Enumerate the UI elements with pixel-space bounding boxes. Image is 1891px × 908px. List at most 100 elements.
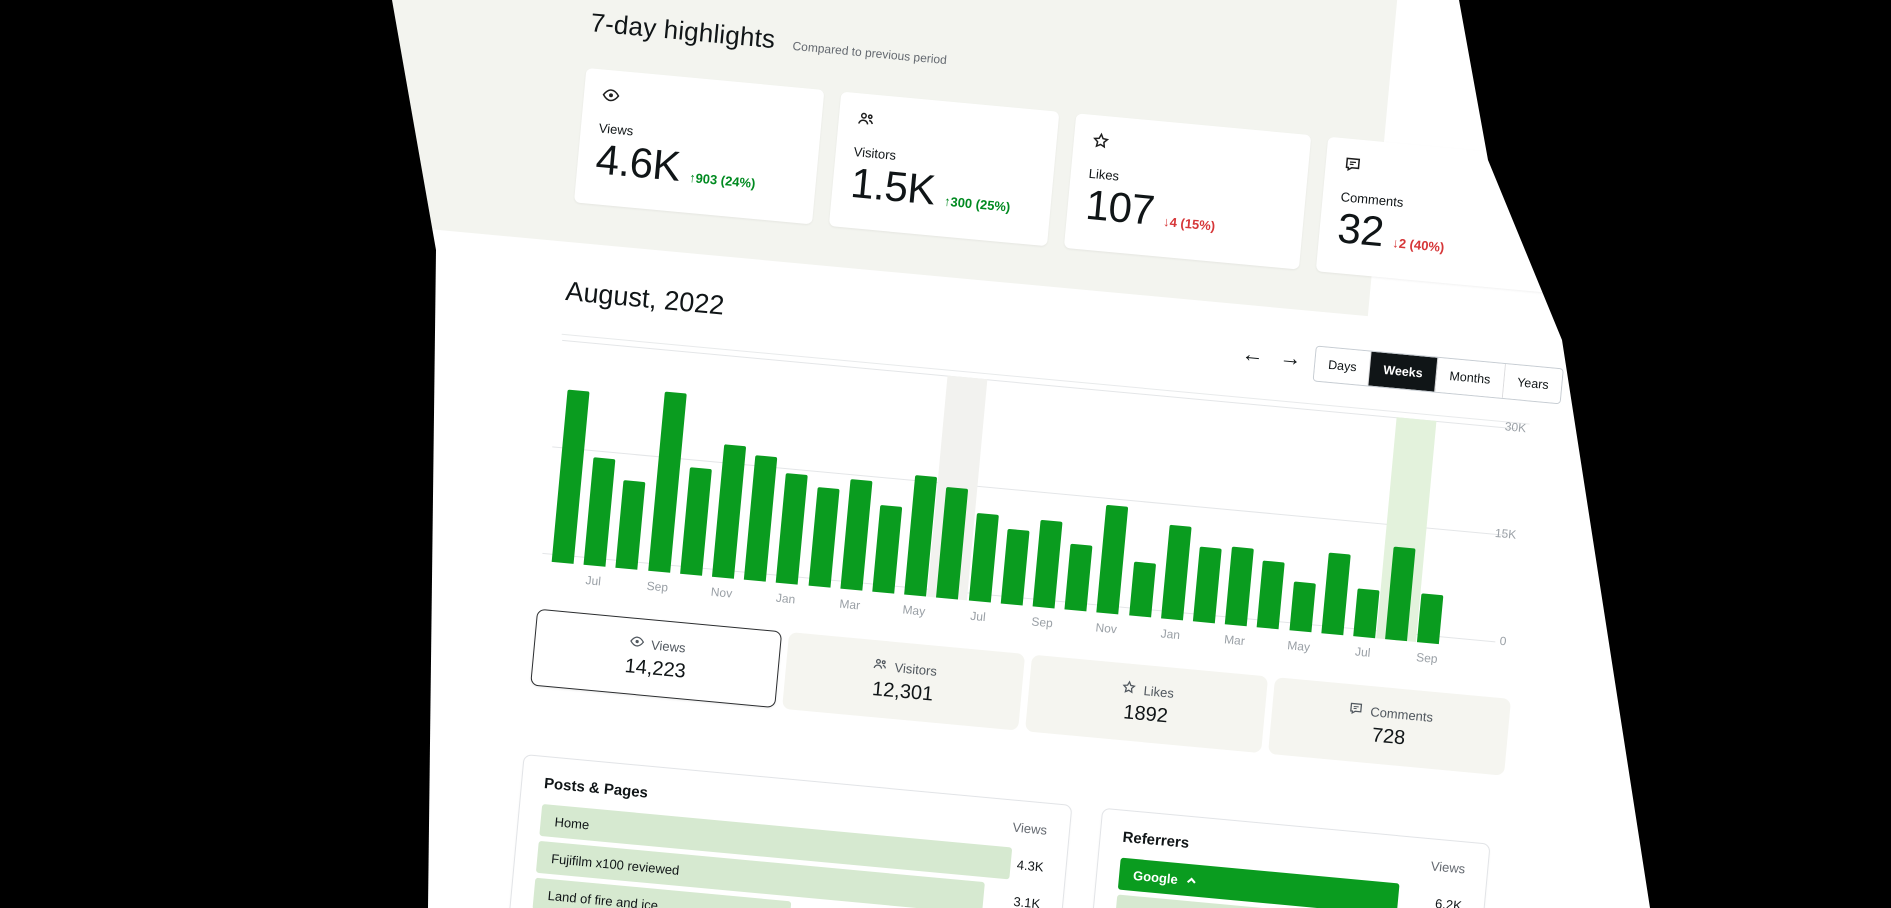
chart-bar[interactable]	[583, 457, 616, 567]
chart-bar[interactable]	[776, 473, 809, 585]
posts-row-views: 4.3K	[1016, 856, 1045, 875]
chart-bar[interactable]	[840, 479, 873, 591]
highlight-card-value: 1.5K	[848, 158, 938, 214]
chart-bar[interactable]	[1257, 560, 1286, 630]
stats-page: 7-day highlights Compared to previous pe…	[206, 0, 1821, 908]
comment-icon	[1348, 700, 1365, 719]
highlight-card-views[interactable]: Views 4.6K ↑903 (24%)	[573, 67, 825, 225]
posts-pages-title: Posts & Pages	[543, 775, 649, 802]
summary-tab-label: Visitors	[894, 659, 938, 679]
chart-y-axis-label: 0	[1499, 633, 1508, 649]
summary-tab-value: 14,223	[623, 655, 687, 683]
summary-tab-label-row: Visitors	[872, 656, 938, 680]
users-icon	[872, 656, 889, 675]
referrer-row-label: Google	[1132, 859, 1198, 897]
summary-tab-label: Views	[650, 636, 687, 656]
views-bar-chart	[542, 340, 1459, 645]
referrers-views-column-header: Views	[1430, 858, 1466, 877]
chart-x-axis-label: Sep	[646, 578, 669, 595]
highlight-card-delta: ↑300 (25%)	[943, 193, 1011, 215]
eye-icon	[628, 633, 645, 652]
chart-x-axis-label: Nov	[710, 584, 733, 601]
posts-row-label: Land of fire and ice	[547, 887, 659, 908]
previous-period-arrow-icon[interactable]: ←	[1240, 340, 1265, 368]
chart-bar[interactable]	[679, 467, 712, 576]
highlight-card-inner: Likes 107 ↓4 (15%)	[1064, 113, 1311, 262]
summary-tab-value: 12,301	[871, 678, 935, 706]
chart-x-axis-label: Mar	[1223, 632, 1246, 649]
chart-x-axis-label: Jul	[969, 608, 987, 625]
posts-row-label: Fujifilm x100 reviewed	[550, 850, 681, 878]
summary-tab-views[interactable]: Views 14,223	[530, 608, 783, 709]
next-period-arrow-icon[interactable]: →	[1278, 344, 1303, 372]
chart-bar[interactable]	[1224, 546, 1255, 627]
summary-tab-comments[interactable]: Comments 728	[1267, 677, 1512, 776]
chart-x-axis-label: Jan	[775, 590, 796, 607]
summary-tab-value: 728	[1370, 724, 1407, 750]
referrer-row-views: 6.2K	[1434, 895, 1463, 908]
highlight-card-value: 4.6K	[593, 135, 683, 190]
referrer-row[interactable]: Google 6.2K	[1117, 857, 1463, 908]
chart-bar[interactable]	[1192, 546, 1222, 624]
eye-icon	[601, 86, 621, 106]
interval-tab-months[interactable]: Months	[1435, 357, 1506, 398]
posts-pages-card: Posts & Pages Views Home 4.3K Fujifilm x10…	[484, 754, 1073, 908]
period-title: August, 2022	[564, 276, 726, 321]
summary-tab-label-row: Likes	[1121, 679, 1175, 702]
chart-bar[interactable]	[1096, 504, 1129, 615]
chart-x-axis-label: Sep	[1415, 650, 1439, 667]
highlight-card-comments[interactable]: Comments 32 ↓2 (40%)	[1315, 136, 1561, 293]
summary-tab-label-row: Comments	[1348, 700, 1434, 726]
chart-bar[interactable]	[1000, 528, 1030, 606]
posts-row-label: Home	[554, 813, 590, 832]
summary-tab-likes[interactable]: Likes 1892	[1025, 654, 1269, 754]
chart-bar[interactable]	[744, 455, 778, 582]
interval-tab-days[interactable]: Days	[1313, 346, 1373, 386]
chart-bar[interactable]	[1289, 581, 1316, 633]
summary-tab-value: 1892	[1122, 701, 1169, 728]
chart-bar[interactable]	[647, 391, 687, 573]
chart-bar[interactable]	[808, 487, 840, 588]
chart-x-axis-label: May	[1286, 638, 1311, 655]
posts-views-column-header: Views	[1011, 819, 1048, 838]
summary-tab-label-row: Views	[628, 633, 686, 656]
highlight-card-inner: Visitors 1.5K ↑300 (25%)	[829, 92, 1059, 240]
chart-bar[interactable]	[551, 389, 590, 564]
chart-x-axis-label: Jan	[1160, 626, 1181, 643]
highlight-card-delta: ↓4 (15%)	[1162, 213, 1216, 234]
star-icon	[1121, 679, 1138, 698]
chart-bar[interactable]	[1160, 524, 1192, 621]
chart-bar[interactable]	[872, 504, 903, 594]
highlight-card-delta: ↑903 (24%)	[688, 170, 757, 192]
chart-x-axis-label: Mar	[838, 596, 861, 613]
users-icon	[856, 109, 876, 129]
comment-icon	[1343, 154, 1363, 174]
chevron-up-icon[interactable]	[1185, 874, 1197, 886]
chart-x-axis-label: Jul	[584, 573, 602, 589]
chart-bar[interactable]	[1128, 561, 1156, 618]
chart-bar[interactable]	[711, 444, 747, 579]
chart-bar[interactable]	[1064, 543, 1093, 612]
interval-tab-years[interactable]: Years	[1502, 364, 1564, 404]
highlight-card-inner: Comments 32 ↓2 (40%)	[1316, 137, 1560, 286]
interval-tab-weeks[interactable]: Weeks	[1368, 351, 1439, 392]
highlight-card-value: 32	[1335, 204, 1386, 256]
chart-bar[interactable]	[1032, 519, 1063, 609]
interval-tab-group: Days Weeks Months Years	[1312, 345, 1565, 405]
referrers-list: Google 6.2K	[1114, 857, 1463, 908]
chart-bar[interactable]	[1321, 552, 1351, 636]
chart-x-axis-label: May	[901, 602, 926, 619]
posts-row-views: 3.1K	[1012, 893, 1041, 908]
chart-x-axis-label: Nov	[1094, 620, 1118, 637]
highlight-card-likes[interactable]: Likes 107 ↓4 (15%)	[1063, 113, 1312, 270]
chart-x-axis-label: Sep	[1030, 614, 1054, 631]
chart-bar[interactable]	[1353, 588, 1380, 639]
star-icon	[1091, 131, 1111, 151]
chart-y-axis-label: 15K	[1494, 525, 1517, 542]
referrers-title: Referrers	[1121, 828, 1190, 852]
chart-y-axis-label: 30K	[1504, 419, 1527, 436]
highlight-card-visitors[interactable]: Visitors 1.5K ↑300 (25%)	[828, 91, 1060, 247]
chart-bar[interactable]	[615, 480, 646, 570]
summary-tab-visitors[interactable]: Visitors 12,301	[782, 632, 1026, 731]
referrers-card: Referrers Views Google 6.2K	[1063, 807, 1491, 908]
